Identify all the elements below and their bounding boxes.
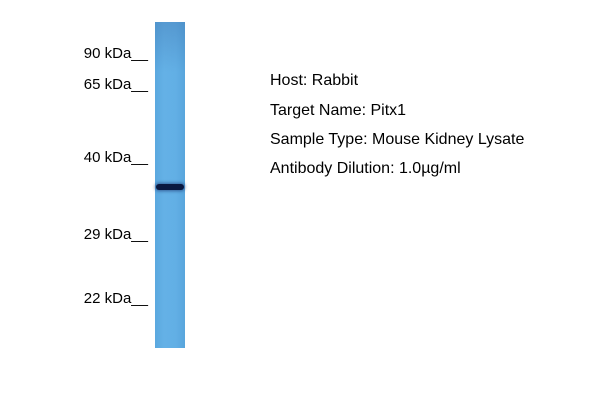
marker-22kda: 22 kDa__ xyxy=(83,290,148,307)
host-label: Host: Rabbit xyxy=(270,72,359,89)
marker-90kda: 90 kDa__ xyxy=(83,45,148,62)
lane-background-smear xyxy=(155,22,185,72)
blot-lane xyxy=(155,22,185,348)
marker-29kda: 29 kDa__ xyxy=(83,226,148,243)
antibody-dilution-label: Antibody Dilution: 1.0µg/ml xyxy=(270,160,461,177)
marker-40kda: 40 kDa__ xyxy=(83,149,148,166)
target-name-label: Target Name: Pitx1 xyxy=(270,102,407,119)
marker-65kda: 65 kDa__ xyxy=(83,76,148,93)
sample-type-label: Sample Type: Mouse Kidney Lysate xyxy=(270,131,525,148)
protein-band xyxy=(156,184,184,190)
